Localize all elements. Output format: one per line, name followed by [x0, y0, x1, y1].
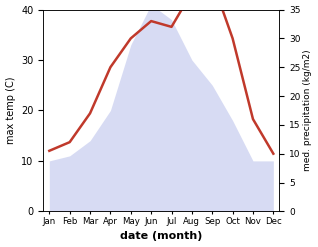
Y-axis label: max temp (C): max temp (C)	[5, 77, 16, 144]
X-axis label: date (month): date (month)	[120, 231, 203, 242]
Y-axis label: med. precipitation (kg/m2): med. precipitation (kg/m2)	[303, 50, 313, 171]
